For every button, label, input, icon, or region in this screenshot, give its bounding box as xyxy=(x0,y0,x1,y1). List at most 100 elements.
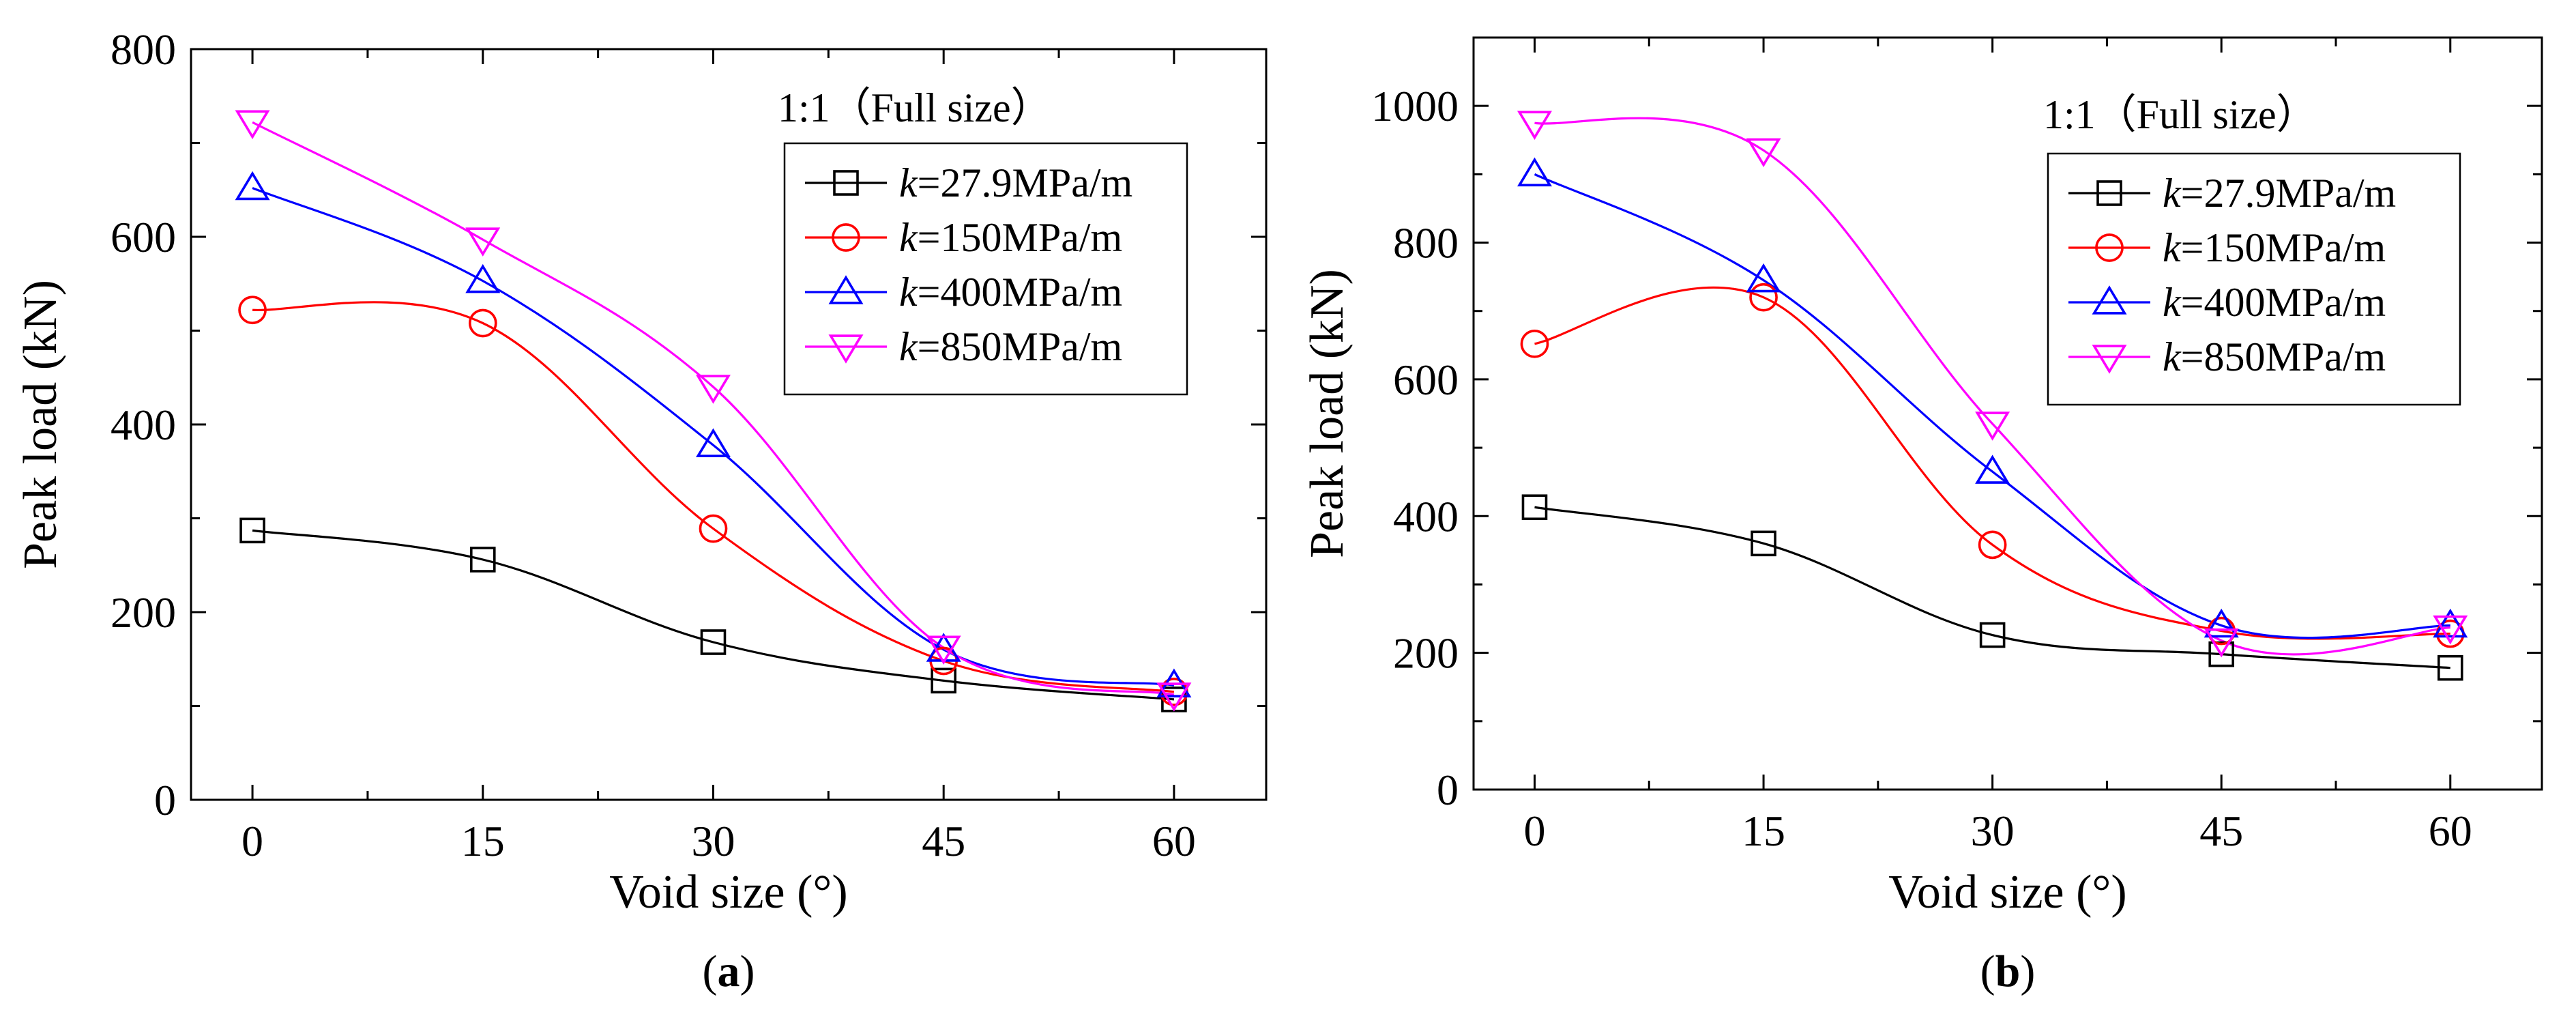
legend-item: k=150MPa/m xyxy=(805,215,1122,260)
data-point xyxy=(1975,454,2010,484)
legend-value: =150MPa/m xyxy=(918,215,1123,260)
data-point xyxy=(465,227,501,257)
legend-value: =150MPa/m xyxy=(2181,225,2386,270)
y-tick-label: 400 xyxy=(111,401,176,449)
series-line-0 xyxy=(252,529,1175,701)
y-tick-label: 800 xyxy=(111,25,176,74)
x-tick-label: 0 xyxy=(241,817,263,865)
legend-value: =27.9MPa/m xyxy=(918,160,1133,205)
data-point xyxy=(465,263,501,293)
data-point xyxy=(2433,615,2468,645)
legend-item: k=400MPa/m xyxy=(805,270,1122,315)
x-axis-title-a: Void size (°) xyxy=(609,866,847,919)
x-tick-label: 15 xyxy=(461,817,505,865)
series-line-3 xyxy=(1534,117,2450,656)
legend-marker xyxy=(2092,345,2127,374)
legend-label: k=400MPa/m xyxy=(899,270,1122,315)
panel-label-a: (a) xyxy=(703,947,755,996)
data-point xyxy=(1975,412,2010,441)
y-tick-label: 800 xyxy=(1393,219,1459,268)
legend-marker xyxy=(833,170,859,196)
legend-label: k=27.9MPa/m xyxy=(899,160,1132,205)
legend-marker xyxy=(832,223,860,252)
x-tick-label: 30 xyxy=(1971,807,2015,855)
data-point xyxy=(1979,622,2006,648)
legend-value: =400MPa/m xyxy=(2181,280,2386,325)
data-point xyxy=(2433,608,2468,638)
series-markers-a xyxy=(235,110,1192,712)
panel-label-b: (b) xyxy=(1980,947,2036,996)
data-point xyxy=(235,171,270,201)
legend-k-symbol: k xyxy=(899,270,918,315)
y-tick-label: 0 xyxy=(154,776,176,824)
data-point xyxy=(700,629,727,655)
legend-marker xyxy=(828,275,864,304)
axis-ticks-b xyxy=(1474,36,2542,791)
legend-item: k=27.9MPa/m xyxy=(805,160,1132,205)
x-tick-label: 60 xyxy=(1152,817,1196,865)
data-point xyxy=(695,375,731,404)
legend-item: k=150MPa/m xyxy=(2068,225,2386,270)
legend-value: =850MPa/m xyxy=(918,324,1123,369)
legend-marker xyxy=(2096,180,2122,206)
data-point xyxy=(1978,530,2007,560)
legend-a: k=27.9MPa/mk=150MPa/mk=400MPa/mk=850MPa/… xyxy=(783,142,1188,396)
data-point xyxy=(695,428,731,457)
data-point xyxy=(699,514,728,543)
legend-value: =850MPa/m xyxy=(2181,334,2386,379)
data-point xyxy=(469,547,496,573)
y-axis-title-a: Peak load (kN) xyxy=(14,280,67,569)
legend-label: k=850MPa/m xyxy=(2163,334,2386,379)
y-tick-label: 0 xyxy=(1437,766,1459,814)
plot-frame-a xyxy=(190,48,1268,801)
legend-label: k=150MPa/m xyxy=(899,215,1122,260)
legend-marker xyxy=(2095,233,2124,262)
legend-label: k=400MPa/m xyxy=(2163,280,2386,325)
data-point xyxy=(2437,654,2463,681)
series-line-3 xyxy=(252,121,1175,696)
y-tick-label: 400 xyxy=(1393,492,1459,540)
series-line-0 xyxy=(1534,506,2450,669)
y-axis-title-b: Peak load (kN) xyxy=(1301,269,1353,558)
plot-frame-b xyxy=(1472,36,2543,791)
y-tick-label: 200 xyxy=(1393,629,1459,678)
legend-k-symbol: k xyxy=(899,160,918,205)
x-tick-label: 15 xyxy=(1742,807,1785,855)
legend-item: k=400MPa/m xyxy=(2068,280,2386,325)
series-line-2 xyxy=(1534,173,2450,639)
legend-k-symbol: k xyxy=(2163,171,2182,216)
legend-marker xyxy=(2092,285,2127,315)
axis-ticks-a xyxy=(191,48,1266,801)
legend-label: k=850MPa/m xyxy=(899,324,1122,369)
x-tick-label: 45 xyxy=(922,817,965,865)
series-markers-b xyxy=(1517,111,2468,681)
data-point xyxy=(235,110,270,139)
legend-item: k=850MPa/m xyxy=(805,324,1122,369)
data-point xyxy=(2208,641,2234,667)
legend-k-symbol: k xyxy=(899,215,918,260)
x-axis-title-b: Void size (°) xyxy=(1888,866,2126,919)
data-point xyxy=(239,517,265,544)
x-tick-label: 45 xyxy=(2199,807,2243,855)
legend-k-symbol: k xyxy=(2163,334,2182,379)
y-tick-label: 600 xyxy=(1393,356,1459,404)
annotation-a: 1:1（Full size） xyxy=(778,85,1052,130)
y-tick-label: 200 xyxy=(111,588,176,637)
data-point xyxy=(1746,138,1781,168)
data-point xyxy=(1520,329,1549,358)
legend-k-symbol: k xyxy=(2163,225,2182,270)
legend-b: k=27.9MPa/mk=150MPa/mk=400MPa/mk=850MPa/… xyxy=(2047,152,2461,406)
legend-marker xyxy=(828,334,864,364)
annotation-b: 1:1（Full size） xyxy=(2043,92,2317,137)
legend-label: k=150MPa/m xyxy=(2163,225,2386,270)
y-tick-label: 600 xyxy=(111,213,176,261)
data-point xyxy=(1751,530,1776,557)
legend-k-symbol: k xyxy=(899,324,918,369)
data-point xyxy=(931,667,956,694)
data-point xyxy=(468,308,497,338)
data-point xyxy=(1517,111,1552,140)
